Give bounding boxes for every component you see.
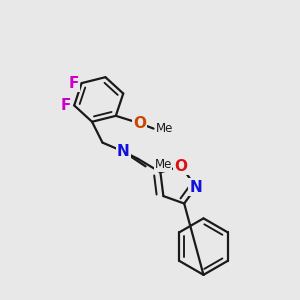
Text: F: F [68,76,79,91]
Text: N: N [190,180,202,195]
Text: Me: Me [154,158,172,171]
Text: O: O [133,116,146,131]
Text: O: O [175,159,188,174]
Text: Me: Me [156,122,173,135]
Text: N: N [117,144,130,159]
Text: F: F [61,98,71,113]
